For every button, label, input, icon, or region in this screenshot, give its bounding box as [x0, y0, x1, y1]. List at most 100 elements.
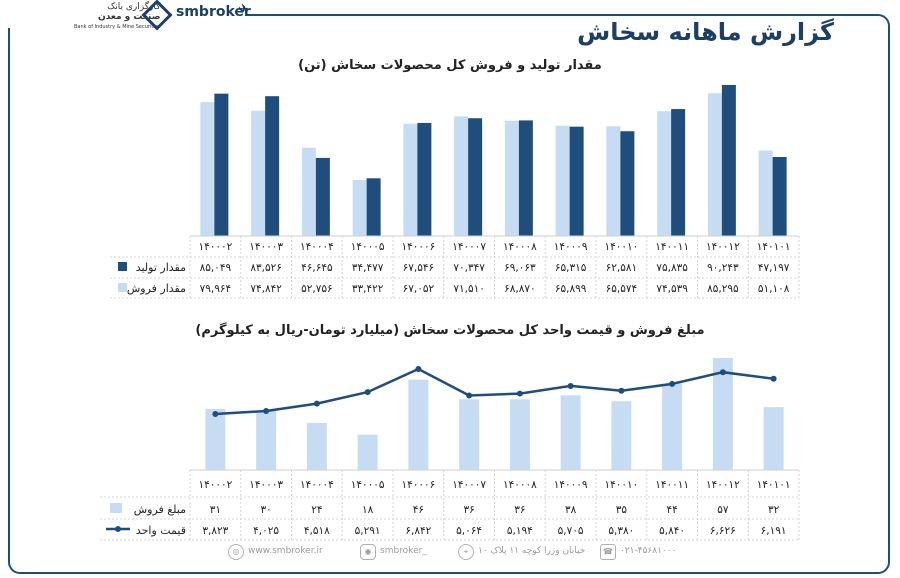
data-label-production: ۳۴,۴۷۷ — [352, 262, 384, 274]
footer: ◎ www.smbroker.ir ◉ smbroker_ ⌖ خیابان و… — [220, 544, 840, 562]
tick-label: ۱۴۰۰۰۹ — [554, 479, 588, 491]
data-label-production: ۷۰,۳۴۷ — [453, 262, 485, 274]
brand-header: کارگزاری بانک صنعت و معدن Bank of Indust… — [8, 0, 251, 31]
data-label-amount: ۳۸ — [565, 504, 577, 516]
data-label-sales: ۶۷,۰۵۲ — [403, 283, 435, 295]
footer-phone: ۰۲۱-۴۵۶۸۱۰۰۰ — [620, 546, 677, 556]
tick-label: ۱۴۰۰۰۲ — [198, 479, 232, 491]
price-point — [669, 380, 676, 387]
instagram-icon: ◉ — [360, 544, 376, 560]
data-label-production: ۶۲,۵۸۱ — [606, 262, 638, 274]
production-bar — [518, 120, 533, 236]
data-label-amount: ۳۶ — [463, 504, 474, 516]
data-label-amount: ۳۲ — [768, 504, 780, 516]
price-point — [364, 389, 371, 396]
sales-amount-bar — [712, 358, 733, 470]
production-bar — [772, 156, 787, 236]
sales-bar — [657, 111, 672, 236]
production-bar — [417, 122, 432, 236]
tick-label: ۱۴۰۰۱۰ — [604, 241, 638, 253]
tick-label: ۱۴۰۰۰۸ — [503, 241, 537, 253]
data-label-sales: ۷۱,۵۱۰ — [453, 283, 485, 295]
legend-label-amount: مبلغ فروش — [134, 503, 186, 516]
sales-bar — [606, 126, 621, 236]
data-label-production: ۶۹,۰۶۳ — [504, 262, 536, 274]
price-point — [263, 407, 270, 414]
paper-plane-icon: ✈ — [238, 2, 249, 17]
legend-label-sales: مقدار فروش — [127, 282, 186, 295]
location-pin-icon: ⌖ — [458, 544, 474, 560]
data-label-production: ۸۳,۵۲۶ — [250, 262, 282, 274]
tick-label: ۱۴۰۰۱۰ — [604, 479, 638, 491]
price-point — [770, 375, 777, 382]
legend-label-production: مقدار تولید — [136, 261, 186, 274]
brand-name: smbroker — [176, 4, 251, 20]
production-bar — [468, 118, 483, 236]
sales-bar — [301, 147, 316, 236]
sales-amount-bar — [357, 434, 378, 470]
tick-label: ۱۴۰۰۱۱ — [655, 241, 689, 253]
tick-label: ۱۴۰۰۰۶ — [401, 479, 435, 491]
price-point — [313, 400, 320, 407]
tick-label: ۱۴۰۰۱۲ — [706, 479, 740, 491]
chart2-title: مبلغ فروش و قیمت واحد کل محصولات سخاش (م… — [195, 323, 705, 338]
sales-bar — [504, 120, 519, 236]
tick-label: ۱۴۰۰۰۹ — [554, 241, 588, 253]
data-label-amount: ۲۴ — [311, 504, 322, 516]
data-label-price: ۶,۶۲۶ — [710, 525, 736, 537]
price-point — [719, 369, 726, 376]
legend-swatch-price-dot — [115, 526, 121, 532]
sales-amount-bar — [408, 379, 429, 470]
data-label-production: ۴۶,۶۴۵ — [301, 262, 333, 274]
data-label-amount: ۳۶ — [514, 504, 525, 516]
chart1-title: مقدار تولید و فروش کل محصولات سخاش (تن) — [298, 58, 602, 73]
sales-bar — [758, 150, 773, 236]
sales-bar — [352, 180, 367, 236]
production-bar — [569, 126, 584, 236]
footer-website[interactable]: www.smbroker.ir — [248, 546, 323, 556]
production-bar — [671, 109, 686, 236]
sales-amount-bar — [763, 407, 784, 470]
globe-icon: ◎ — [228, 544, 244, 560]
data-label-production: ۴۷,۱۹۷ — [758, 262, 790, 274]
footer-instagram[interactable]: smbroker_ — [380, 546, 427, 556]
price-point — [212, 411, 219, 417]
data-label-sales: ۷۴,۸۴۲ — [250, 283, 282, 295]
sales-amount-bar — [459, 399, 480, 470]
sales-bar — [454, 116, 469, 236]
tick-label: ۱۴۰۰۰۳ — [249, 479, 283, 491]
sales-bar — [555, 125, 570, 236]
data-label-price: ۶,۱۹۱ — [761, 525, 787, 537]
data-label-price: ۵,۱۹۴ — [507, 525, 533, 537]
data-label-price: ۵,۲۹۱ — [355, 525, 381, 537]
sales-bar — [200, 102, 215, 236]
data-label-price: ۵,۰۶۴ — [456, 525, 482, 537]
sales-amount-bar — [611, 401, 632, 470]
logo-line-2: صنعت و معدن — [98, 12, 161, 22]
data-label-price: ۳,۸۲۳ — [202, 525, 228, 537]
legend-swatch-production — [118, 262, 127, 271]
sales-amount-bar — [509, 399, 530, 470]
data-label-sales: ۷۴,۵۳۹ — [656, 283, 688, 295]
sales-amount-bar — [205, 409, 226, 470]
data-label-price: ۵,۸۴۰ — [659, 525, 685, 537]
data-label-price: ۴,۰۲۵ — [253, 525, 279, 537]
tick-label: ۱۴۰۰۰۵ — [351, 241, 385, 253]
data-label-amount: ۱۸ — [362, 504, 374, 516]
data-label-sales: ۷۹,۹۶۴ — [200, 283, 232, 295]
footer-address: خیابان وزرا کوچه ۱۱ پلاک ۱۰ — [478, 546, 586, 556]
tick-label: ۱۴۰۱۰۱ — [757, 479, 791, 491]
data-label-sales: ۶۵,۵۷۴ — [606, 283, 638, 295]
data-label-production: ۶۵,۳۱۵ — [555, 262, 587, 274]
tick-label: ۱۴۰۰۱۲ — [706, 241, 740, 253]
data-label-sales: ۶۵,۸۹۹ — [555, 283, 587, 295]
sales-amount-bar — [560, 395, 581, 470]
logo-line-3: Bank of Industry & Mine Securities — [74, 24, 161, 30]
tick-label: ۱۴۰۰۰۴ — [300, 241, 334, 253]
tick-label: ۱۴۰۰۰۸ — [503, 479, 537, 491]
data-label-amount: ۳۰ — [260, 504, 271, 516]
report-title: گزارش ماهانه سخاش — [577, 18, 834, 46]
data-label-production: ۹۰,۲۴۳ — [707, 262, 739, 274]
data-label-price: ۵,۷۰۵ — [558, 525, 584, 537]
tick-label: ۱۴۰۰۰۳ — [249, 241, 283, 253]
